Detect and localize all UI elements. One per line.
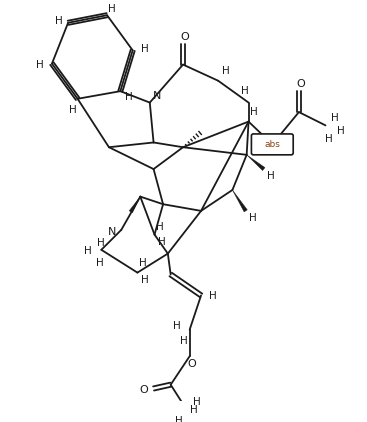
Polygon shape [247,155,265,170]
Text: H: H [180,336,188,346]
Text: H: H [250,107,258,117]
Text: H: H [331,113,339,123]
Text: H: H [156,222,164,232]
Text: H: H [108,3,116,14]
Text: H: H [158,237,166,247]
Text: H: H [250,214,257,224]
Text: H: H [98,238,105,248]
Text: O: O [187,359,196,369]
Text: H: H [190,405,197,415]
Text: H: H [95,258,103,268]
Polygon shape [129,197,140,213]
Text: H: H [36,60,43,70]
Text: H: H [141,44,149,54]
Text: H: H [172,321,180,331]
Text: H: H [208,291,216,301]
Text: H: H [193,397,201,407]
Text: H: H [84,246,92,256]
Text: H: H [141,275,149,285]
Text: H: H [125,92,133,102]
Text: O: O [297,78,305,89]
Text: H: H [139,258,147,268]
Text: O: O [181,32,189,42]
Text: N: N [153,91,161,101]
Text: H: H [326,134,333,143]
Text: H: H [175,416,183,422]
Text: H: H [241,86,248,96]
Text: H: H [337,126,345,136]
Text: H: H [268,171,275,181]
Text: abs: abs [264,140,280,149]
Text: O: O [140,385,149,395]
Text: H: H [55,16,62,26]
Text: N: N [108,227,116,237]
FancyBboxPatch shape [251,134,293,155]
Polygon shape [232,190,247,212]
Text: H: H [69,105,77,115]
Text: H: H [222,66,230,76]
